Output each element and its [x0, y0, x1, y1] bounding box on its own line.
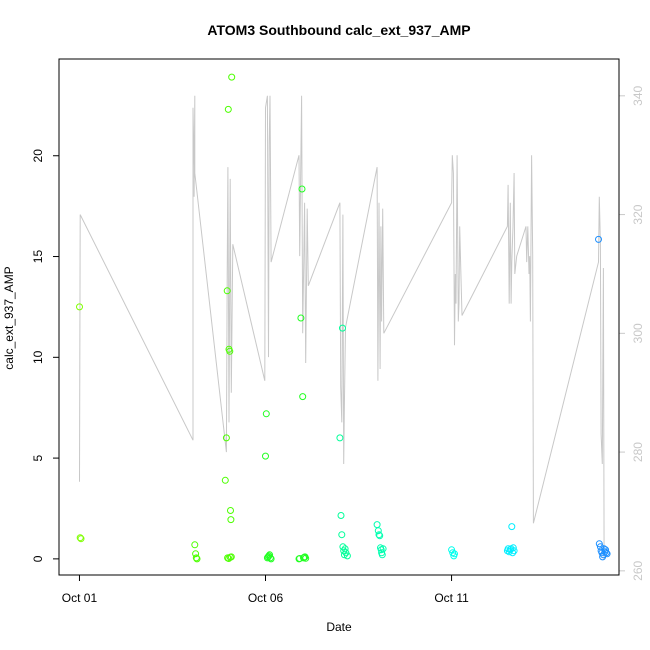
- data-point: [337, 512, 345, 519]
- secondary-series-line: [79, 95, 605, 560]
- x-axis-label: Date: [326, 620, 352, 634]
- secondary-tick-label: 300: [631, 323, 645, 343]
- x-tick-label: Oct 01: [62, 591, 98, 605]
- data-point: [193, 555, 201, 563]
- data-point: [227, 507, 234, 514]
- data-point: [508, 523, 516, 531]
- data-point: [510, 547, 518, 555]
- data-point: [509, 549, 517, 557]
- data-point: [339, 543, 347, 551]
- x-tick-label: Oct 11: [434, 591, 469, 605]
- secondary-tick-label: 280: [631, 442, 645, 462]
- data-point: [227, 553, 235, 561]
- chart-title: ATOM3 Southbound calc_ext_937_AMP: [207, 22, 470, 38]
- data-point: [76, 534, 84, 542]
- plot-frame: [58, 58, 620, 576]
- data-point: [595, 540, 603, 548]
- data-point: [222, 434, 230, 442]
- y-tick-label: 5: [31, 454, 45, 461]
- data-point: [602, 546, 610, 554]
- data-point: [339, 324, 346, 332]
- data-point: [343, 552, 351, 560]
- data-point: [297, 314, 305, 322]
- data-point: [191, 541, 199, 549]
- data-point: [379, 545, 387, 553]
- data-point: [374, 527, 382, 535]
- y-tick-label: 15: [31, 250, 45, 264]
- data-point: [77, 535, 85, 543]
- data-point: [340, 547, 348, 555]
- secondary-series-layer: [79, 95, 605, 560]
- y-axis-label: calc_ext_937_AMP: [2, 266, 16, 369]
- y-tick-label: 10: [31, 350, 45, 364]
- data-point: [227, 516, 235, 524]
- data-point: [299, 393, 307, 401]
- data-point: [336, 434, 344, 442]
- data-point: [376, 532, 384, 540]
- data-point: [228, 73, 236, 81]
- data-point: [603, 550, 611, 558]
- data-point: [226, 347, 234, 355]
- data-point: [192, 550, 200, 558]
- data-point: [266, 551, 274, 559]
- data-points-layer: [76, 73, 611, 563]
- data-point: [451, 550, 458, 558]
- data-point: [221, 476, 229, 484]
- data-point: [509, 544, 517, 552]
- axes-layer: 0 5 10 15 20 Oct 01 Oct 06 Oct 11 260 280 300 320 34…: [31, 85, 645, 605]
- data-point: [302, 554, 310, 562]
- data-point: [298, 185, 306, 193]
- secondary-tick-label: 340: [631, 85, 645, 105]
- data-point: [223, 287, 231, 295]
- y-tick-label: 0: [31, 555, 45, 562]
- data-point: [375, 531, 383, 539]
- data-point: [338, 531, 346, 539]
- data-point: [602, 549, 610, 557]
- data-point: [192, 554, 200, 562]
- data-point: [262, 452, 269, 460]
- secondary-tick-label: 320: [631, 204, 645, 224]
- y-tick-label: 20: [31, 149, 45, 163]
- data-point: [224, 105, 232, 113]
- data-point: [266, 554, 274, 562]
- secondary-tick-label: 260: [631, 561, 645, 581]
- data-point: [600, 545, 608, 553]
- x-tick-label: Oct 06: [248, 591, 284, 605]
- data-point: [595, 235, 602, 243]
- data-point: [267, 555, 275, 563]
- data-point: [341, 545, 349, 553]
- data-point: [262, 410, 270, 418]
- data-point: [76, 303, 83, 311]
